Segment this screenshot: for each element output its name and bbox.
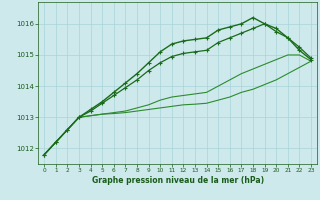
X-axis label: Graphe pression niveau de la mer (hPa): Graphe pression niveau de la mer (hPa) bbox=[92, 176, 264, 185]
